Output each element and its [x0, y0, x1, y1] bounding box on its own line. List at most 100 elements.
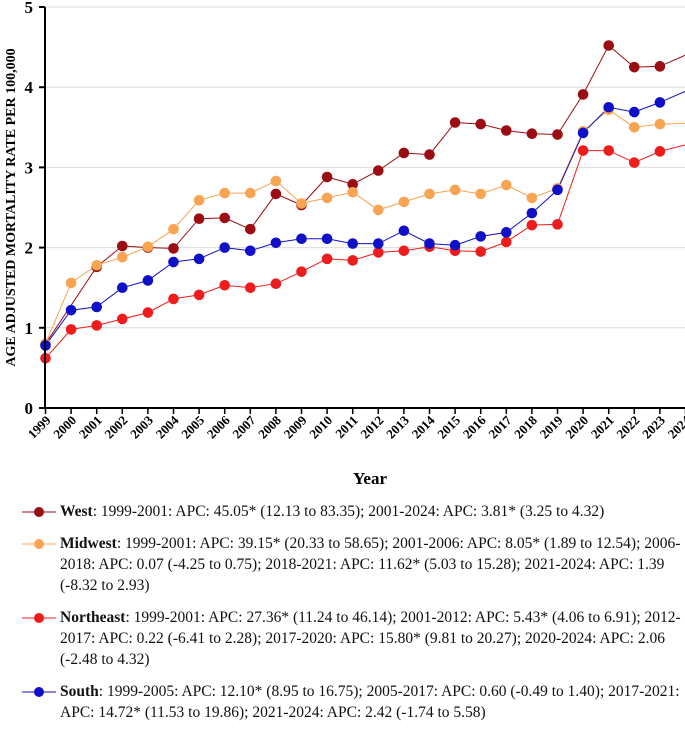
series-points: [40, 40, 665, 363]
y-tick-label: 2: [25, 239, 34, 258]
legend-marker-midwest: [22, 537, 56, 551]
data-point-south: [603, 102, 614, 113]
data-point-west: [271, 189, 282, 200]
data-point-northeast: [91, 320, 102, 331]
legend-marker-west: [22, 505, 56, 519]
legend-text: : 1999-2001: APC: 27.36* (11.24 to 46.14…: [60, 609, 681, 668]
data-point-west: [373, 165, 384, 176]
data-point-midwest: [527, 193, 538, 204]
legend-item-west: West: 1999-2001: APC: 45.05* (12.13 to 8…: [22, 501, 682, 522]
legend-name: Northeast: [60, 609, 125, 626]
x-tick-label: 2002: [101, 413, 130, 442]
data-point-west: [245, 224, 256, 235]
data-point-west: [194, 213, 205, 224]
data-point-northeast: [475, 246, 486, 257]
data-point-west: [424, 149, 435, 160]
legend-item-midwest: Midwest: 1999-2001: APC: 39.15* (20.33 t…: [22, 533, 682, 596]
data-point-midwest: [322, 193, 333, 204]
data-point-west: [552, 129, 563, 140]
legend-name: West: [60, 503, 93, 520]
data-point-northeast: [629, 157, 640, 168]
x-tick-label: 2006: [204, 412, 233, 441]
series-line-midwest: [46, 110, 685, 344]
legend-item-northeast: Northeast: 1999-2001: APC: 27.36* (11.24…: [22, 607, 682, 670]
x-tick-label: 2017: [485, 412, 514, 441]
data-point-west: [399, 148, 410, 159]
data-point-west: [450, 117, 461, 128]
y-tick-label: 3: [25, 158, 34, 177]
legend-text: : 1999-2001: APC: 39.15* (20.33 to 58.65…: [60, 535, 680, 594]
legend-text: : 1999-2001: APC: 45.05* (12.13 to 83.35…: [93, 503, 605, 520]
data-point-midwest: [117, 252, 128, 263]
data-point-midwest: [271, 176, 282, 187]
x-tick-label: 2018: [511, 412, 540, 441]
data-point-northeast: [552, 219, 563, 230]
legend-name: South: [60, 683, 99, 700]
data-point-west: [117, 241, 128, 252]
data-point-midwest: [424, 189, 435, 200]
data-point-midwest: [143, 241, 154, 252]
data-point-midwest: [655, 119, 666, 130]
data-point-south: [296, 233, 307, 244]
data-point-south: [66, 305, 77, 316]
data-point-midwest: [450, 185, 461, 196]
data-point-south: [629, 107, 640, 118]
data-point-midwest: [629, 122, 640, 133]
data-point-northeast: [117, 314, 128, 325]
data-point-south: [578, 128, 589, 139]
legend-marker-south: [22, 685, 56, 699]
data-point-south: [552, 185, 563, 196]
y-tick-label: 1: [25, 319, 34, 338]
x-tick-label: 2024: [665, 412, 685, 441]
data-point-northeast: [143, 307, 154, 318]
data-point-south: [91, 302, 102, 313]
x-tick-label: 2007: [229, 412, 258, 441]
data-point-northeast: [399, 246, 410, 257]
series-line-south: [46, 91, 685, 345]
data-point-midwest: [296, 198, 307, 209]
data-point-south: [271, 237, 282, 248]
data-point-south: [373, 238, 384, 249]
data-point-south: [168, 257, 179, 268]
x-tick-label: 2015: [434, 412, 463, 441]
data-point-south: [450, 240, 461, 251]
legend-text: : 1999-2005: APC: 12.10* (8.95 to 16.75)…: [60, 683, 680, 721]
data-point-northeast: [578, 145, 589, 156]
data-point-northeast: [527, 220, 538, 231]
data-point-midwest: [66, 278, 77, 289]
data-point-south: [245, 246, 256, 257]
data-point-northeast: [347, 255, 358, 266]
data-point-midwest: [194, 195, 205, 206]
data-point-west: [168, 243, 179, 254]
data-point-midwest: [373, 205, 384, 216]
data-point-south: [194, 254, 205, 265]
x-tick-label: 2019: [537, 412, 566, 441]
data-point-midwest: [168, 224, 179, 235]
data-point-south: [424, 238, 435, 249]
legend-marker-northeast: [22, 611, 56, 625]
x-tick-label: 2020: [562, 413, 591, 442]
data-point-south: [143, 275, 154, 286]
y-axis-label: AGE ADJUSTED MORTALITY RATE PER 100,000: [4, 48, 19, 366]
data-point-west: [629, 62, 640, 73]
x-tick-label: 2001: [76, 413, 105, 442]
data-point-northeast: [322, 254, 333, 265]
data-point-northeast: [271, 278, 282, 289]
data-point-west: [527, 128, 538, 139]
data-point-northeast: [219, 280, 230, 291]
x-tick-label: 2016: [460, 412, 489, 441]
axes: [44, 7, 685, 409]
data-point-northeast: [296, 266, 307, 277]
data-point-south: [347, 238, 358, 249]
series-line-northeast: [46, 145, 685, 358]
y-tick-label: 0: [25, 399, 34, 418]
data-point-west: [501, 125, 512, 136]
x-tick-label: 2004: [153, 412, 182, 441]
data-point-west: [219, 213, 230, 224]
data-point-south: [501, 227, 512, 238]
data-point-northeast: [501, 237, 512, 248]
x-tick-label: 2021: [588, 413, 617, 442]
gridlines: [45, 7, 685, 328]
data-point-south: [475, 231, 486, 242]
